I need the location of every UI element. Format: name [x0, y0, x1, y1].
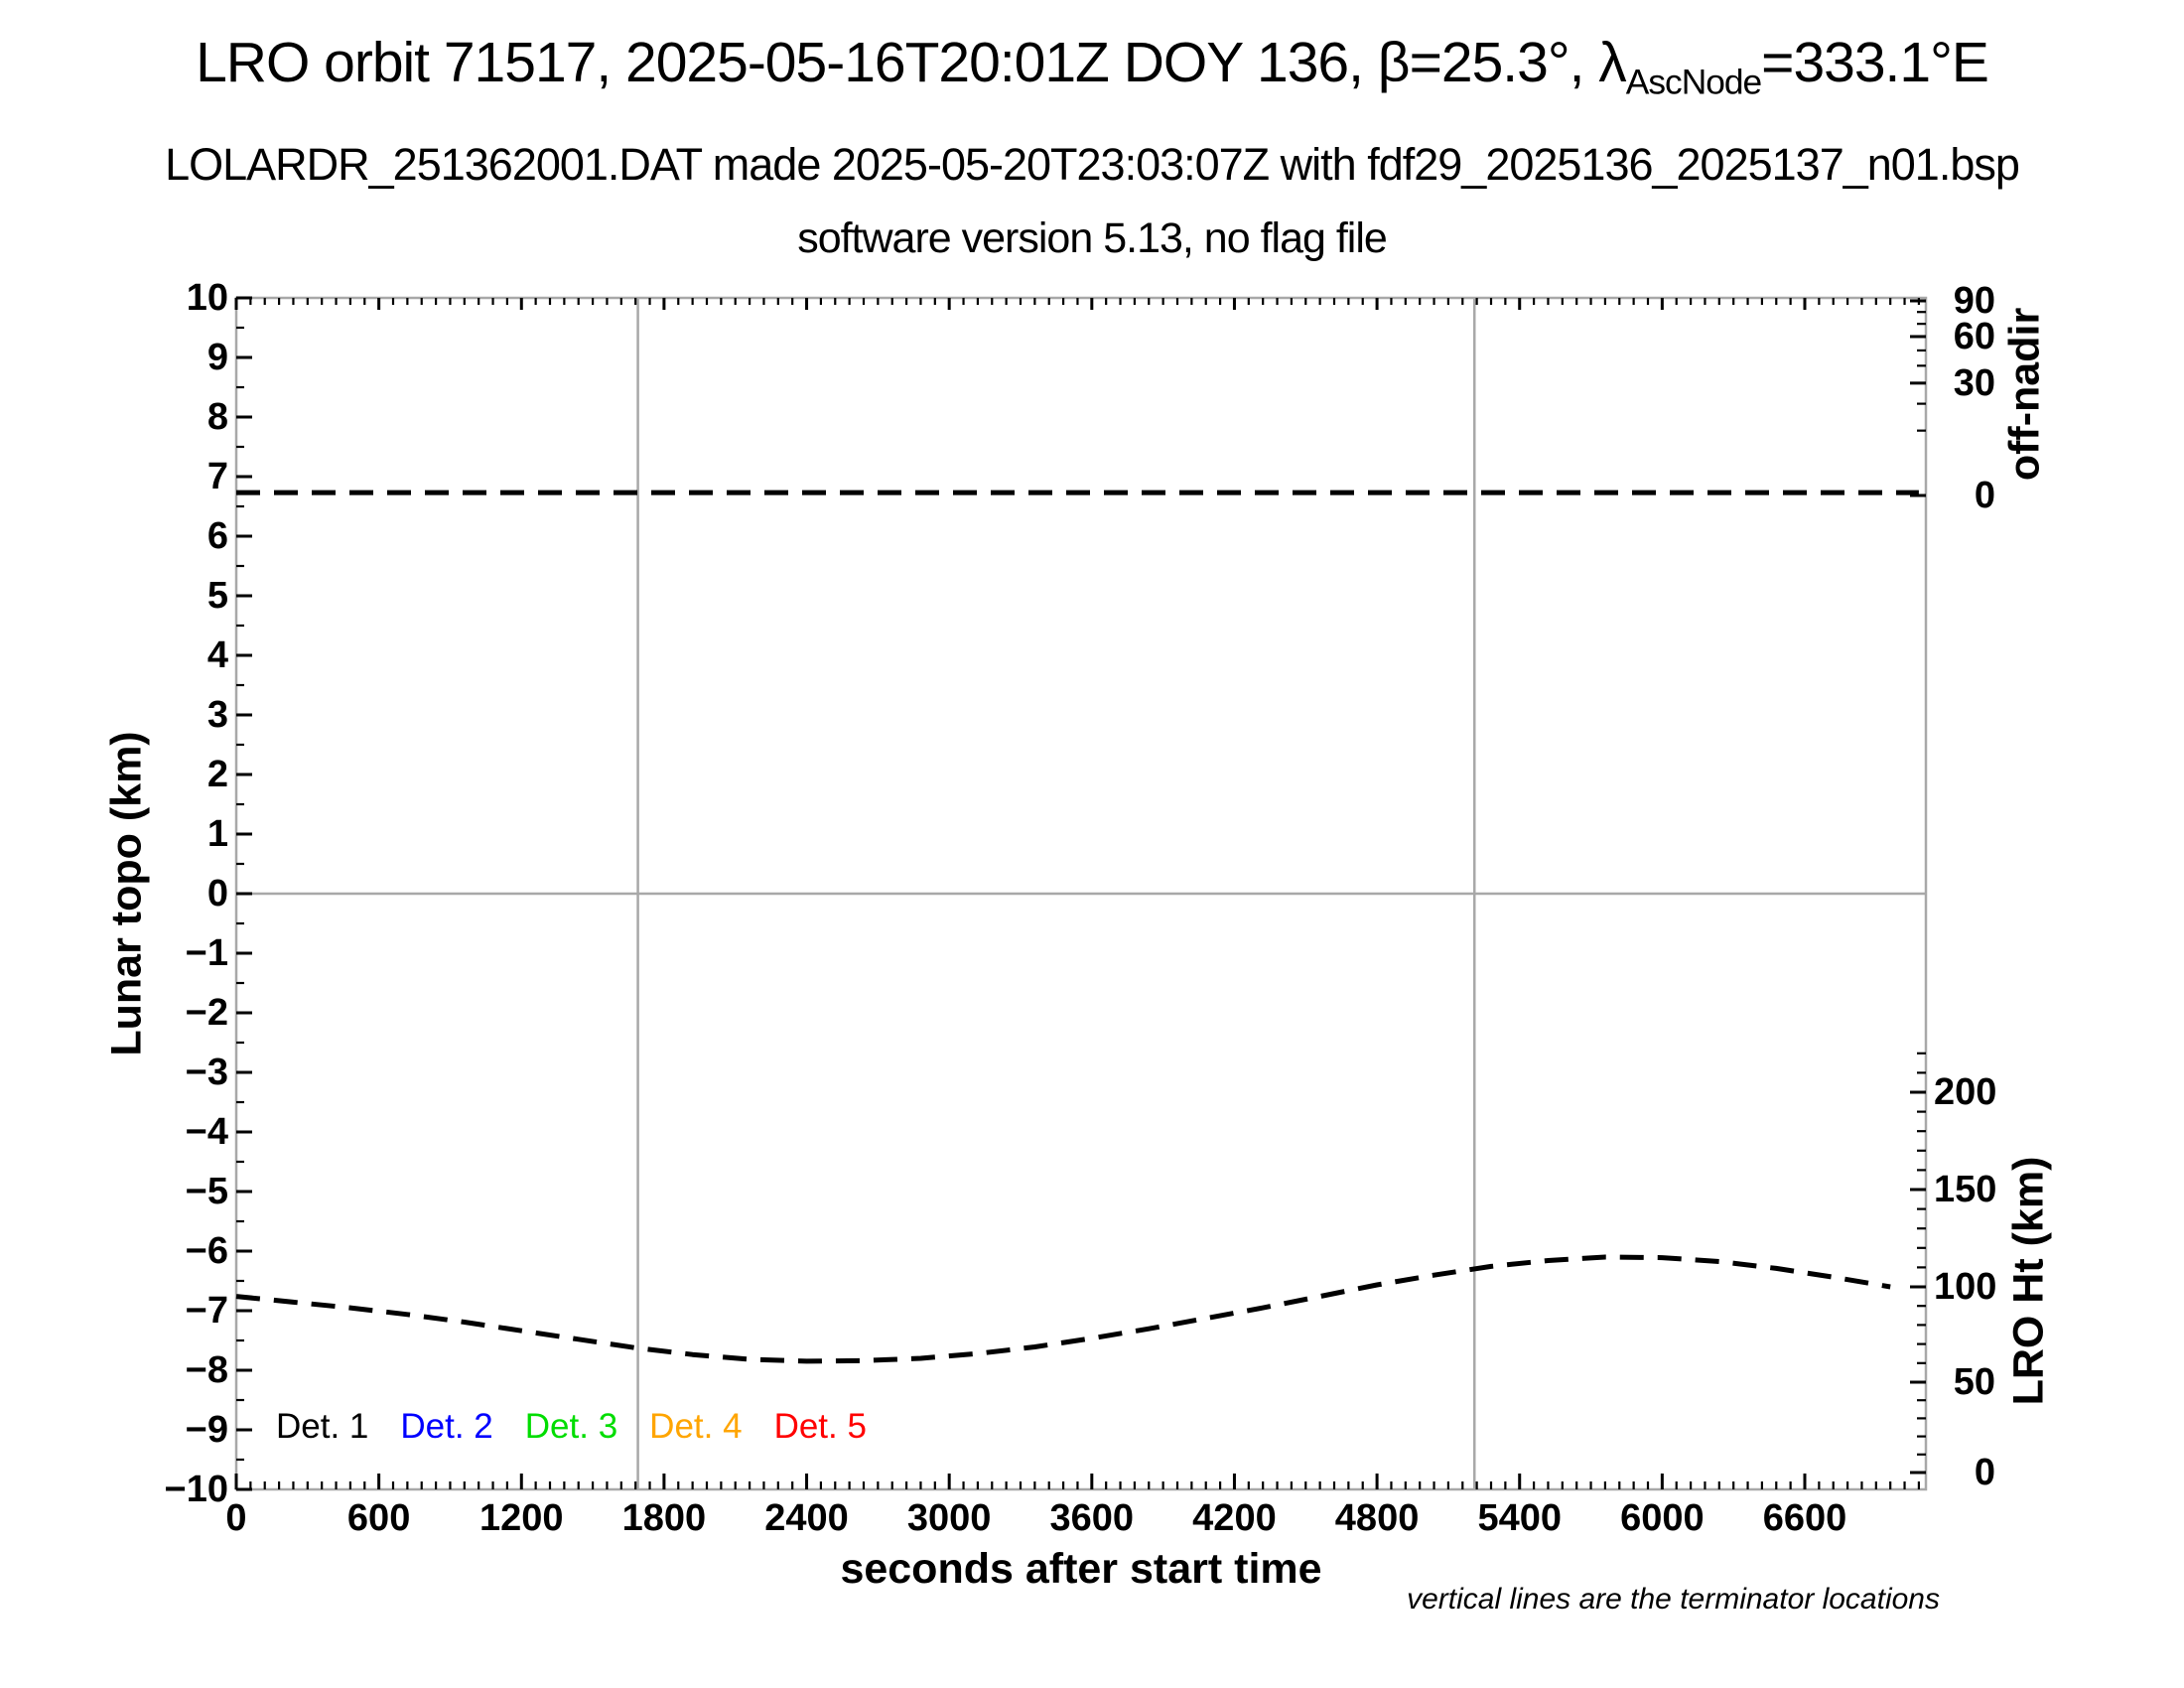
title-subscript: AscNode: [1625, 63, 1762, 102]
y-left-tick-label: 10: [186, 277, 228, 319]
y-left-tick-label: −2: [185, 992, 228, 1034]
legend-item-det-5: Det. 5: [773, 1407, 867, 1446]
legend-item-det-2: Det. 2: [400, 1407, 493, 1446]
y-left-tick-label: −3: [185, 1052, 228, 1093]
x-tick-label: 1200: [478, 1497, 564, 1539]
x-tick-label: 0: [225, 1497, 247, 1539]
x-tick-label: 1800: [621, 1497, 707, 1539]
y-left-tick-label: −4: [185, 1111, 228, 1153]
y-left-tick-label: 0: [206, 873, 228, 914]
x-tick-label: 6600: [1762, 1497, 1847, 1539]
y-left-tick-label: −1: [185, 932, 228, 974]
y-left-axis-title: Lunar topo (km): [102, 731, 151, 1056]
y-left-tick-label: 4: [206, 634, 228, 676]
legend-item-det-1: Det. 1: [276, 1407, 369, 1446]
y-left-tick-label: 2: [206, 754, 228, 795]
y-left-tick-label: −7: [185, 1290, 228, 1332]
lro-ht-tick-label: 100: [1934, 1266, 1997, 1308]
page-title: LRO orbit 71517, 2025-05-16T20:01Z DOY 1…: [0, 30, 2184, 102]
y-left-tick-label: 3: [206, 694, 228, 736]
y-left-tick-label: −9: [185, 1409, 228, 1451]
y-left-tick-label: 1: [206, 813, 228, 855]
subtitle-file-info: LOLARDR_251362001.DAT made 2025-05-20T23…: [165, 139, 2020, 190]
y-left-tick-label: 6: [206, 515, 228, 557]
lro-ht-tick-label: 200: [1934, 1071, 1997, 1113]
y-left-tick-label: 9: [206, 337, 228, 378]
lro-ht-tick-label: 150: [1934, 1169, 1997, 1210]
x-tick-label: 2400: [764, 1497, 849, 1539]
subtitle-software-version: software version 5.13, no flag file: [797, 214, 1388, 262]
y-left-tick-label: 7: [206, 456, 228, 497]
x-tick-label: 3600: [1049, 1497, 1135, 1539]
title-suffix: =333.1°E: [1761, 31, 1989, 94]
title-prefix: LRO orbit 71517, 2025-05-16T20:01Z DOY 1…: [196, 31, 1627, 94]
lro-ht-series-path: [235, 1254, 1891, 1364]
y-left-tick-label: 8: [206, 396, 228, 438]
x-tick-label: 6000: [1620, 1497, 1705, 1539]
legend-item-det-4: Det. 4: [649, 1407, 743, 1446]
legend-item-det-3: Det. 3: [524, 1407, 618, 1446]
x-tick-label: 4800: [1334, 1497, 1420, 1539]
terminator-footnote: vertical lines are the terminator locati…: [1407, 1583, 1940, 1616]
y-left-tick-label: −6: [185, 1230, 228, 1272]
y-left-tick-label: 5: [206, 575, 228, 617]
y-left-tick-label: −5: [185, 1171, 228, 1212]
lro-ht-tick-label: 50: [1953, 1361, 1995, 1403]
x-tick-label: 600: [346, 1497, 411, 1539]
offnadir-tick-label: 0: [1974, 475, 1995, 516]
offnadir-tick-label: 90: [1953, 280, 1995, 322]
y-right-bottom-axis-title: LRO Ht (km): [2004, 1156, 2053, 1406]
y-left-tick-label: −10: [164, 1469, 228, 1510]
y-left-tick-label: −8: [185, 1349, 228, 1391]
x-tick-label: 5400: [1477, 1497, 1562, 1539]
offnadir-tick-label: 60: [1953, 315, 1995, 357]
x-tick-label: 4200: [1192, 1497, 1277, 1539]
x-axis-title: seconds after start time: [840, 1545, 1322, 1593]
y-right-top-axis-title: off-nadir: [2000, 307, 2049, 482]
lro-ht-tick-label: 0: [1974, 1452, 1995, 1493]
detector-legend: Det. 1 Det. 2 Det. 3 Det. 4 Det. 5: [276, 1406, 867, 1448]
x-tick-label: 3000: [906, 1497, 992, 1539]
offnadir-tick-label: 30: [1953, 361, 1995, 404]
